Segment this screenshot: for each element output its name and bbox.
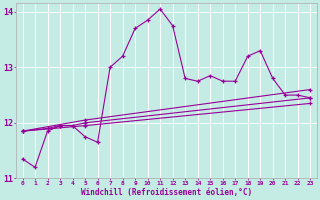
X-axis label: Windchill (Refroidissement éolien,°C): Windchill (Refroidissement éolien,°C)	[81, 188, 252, 197]
